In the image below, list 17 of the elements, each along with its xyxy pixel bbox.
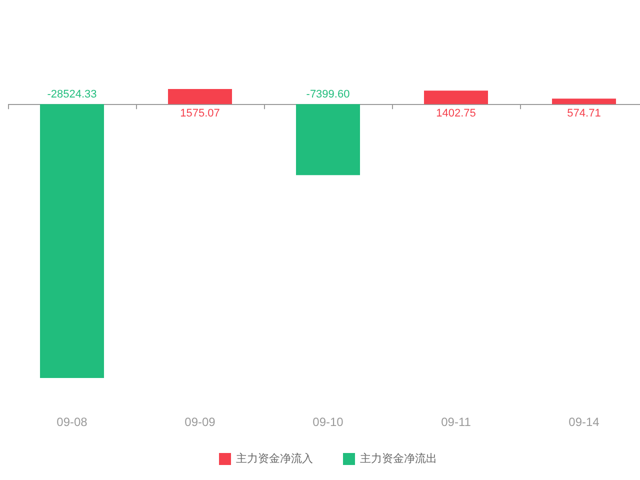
x-tick-label: 09-08	[56, 415, 88, 429]
bar	[552, 98, 616, 104]
x-tick-label: 09-10	[312, 415, 344, 429]
legend-label: 主力资金净流入	[236, 452, 313, 465]
bar	[424, 90, 488, 104]
data-label: -28524.33	[47, 88, 97, 101]
legend-label: 主力资金净流出	[360, 452, 437, 465]
bar	[168, 89, 232, 104]
data-label: 574.71	[567, 108, 601, 120]
data-label: 1575.07	[180, 108, 220, 120]
bar	[40, 104, 104, 378]
data-label: 1402.75	[436, 108, 476, 120]
data-label: -7399.60	[306, 88, 350, 101]
x-tick-label: 09-11	[441, 415, 472, 429]
x-tick-label: 09-14	[568, 415, 600, 429]
x-tick-label: 09-09	[184, 415, 216, 429]
bar	[296, 104, 360, 176]
